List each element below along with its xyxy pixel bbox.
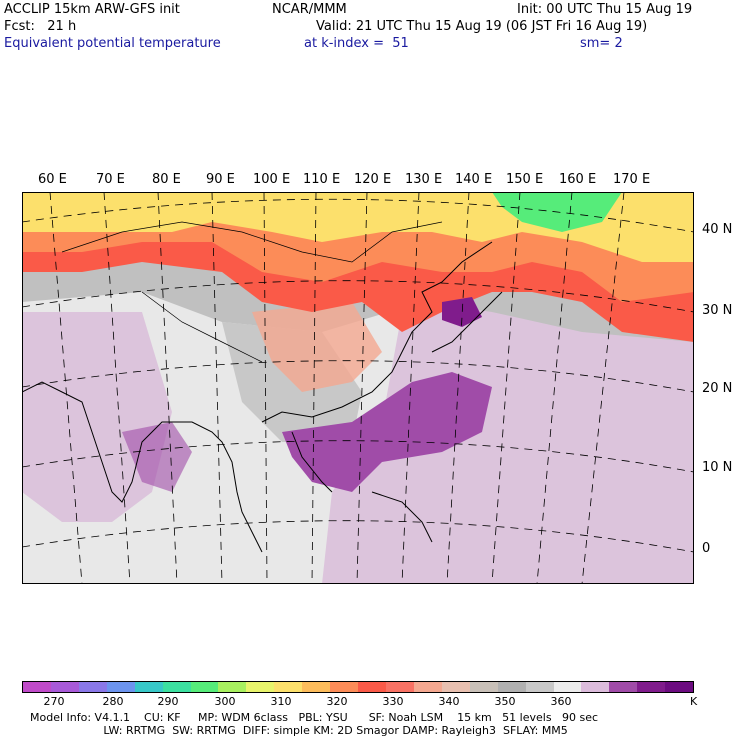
colorbar-tick-270: 270 <box>43 695 65 708</box>
theta-e-map <box>22 192 694 584</box>
forecast-hour: Fcst: 21 h <box>4 19 77 34</box>
init-time: Init: 00 UTC Thu 15 Aug 19 <box>517 2 693 17</box>
colorbar-swatch-14 <box>413 682 442 692</box>
field-red-band <box>22 212 694 342</box>
institution: NCAR/MMM <box>272 2 347 17</box>
colorbar-swatch-4 <box>134 682 163 692</box>
colorbar-tick-340: 340 <box>438 695 460 708</box>
lon-label-120e: 120 E <box>354 172 392 187</box>
colorbar-swatch-1 <box>50 682 79 692</box>
model-info-line2: LW: RRTMG SW: RRTMG DIFF: simple KM: 2D … <box>30 724 568 737</box>
lat-label-0: 0 <box>702 541 711 556</box>
field-salmon-china <box>252 302 382 392</box>
colorbar-swatch-18 <box>525 682 554 692</box>
lon-label-60e: 60 E <box>38 172 67 187</box>
colorbar-swatch-15 <box>441 682 470 692</box>
colorbar <box>22 681 694 693</box>
colorbar-swatch-16 <box>469 682 498 692</box>
colorbar-swatch-22 <box>637 682 666 692</box>
colorbar-swatch-8 <box>246 682 275 692</box>
colorbar-swatch-20 <box>581 682 610 692</box>
lon-label-130e: 130 E <box>405 172 443 187</box>
country-borders <box>61 221 443 363</box>
lat-label-40n: 40 N <box>702 222 733 237</box>
level-index: at k-index = 51 <box>304 36 409 51</box>
map-frame <box>22 192 694 584</box>
colorbar-swatch-3 <box>106 682 135 692</box>
field-purple-convection <box>282 372 492 492</box>
smoothing: sm= 2 <box>580 36 623 51</box>
model-title: ACCLIP 15km ARW-GFS init <box>4 2 180 17</box>
colorbar-tick-350: 350 <box>494 695 516 708</box>
colorbar-tick-360: 360 <box>550 695 572 708</box>
colorbar-unit: K <box>690 695 698 708</box>
field-name: Equivalent potential temperature <box>4 36 221 51</box>
colorbar-swatch-23 <box>665 682 694 692</box>
colorbar-swatch-10 <box>302 682 331 692</box>
lon-label-80e: 80 E <box>152 172 181 187</box>
colorbar-swatch-12 <box>358 682 386 692</box>
field-light-purple-india <box>22 312 172 522</box>
lon-label-90e: 90 E <box>206 172 235 187</box>
colorbar-tick-300: 300 <box>214 695 236 708</box>
colorbar-swatch-17 <box>497 682 526 692</box>
colorbar-swatch-21 <box>609 682 638 692</box>
colorbar-tick-290: 290 <box>157 695 179 708</box>
field-purple-east-china-sea <box>442 297 482 327</box>
colorbar-tick-280: 280 <box>102 695 124 708</box>
lat-label-20n: 20 N <box>702 381 733 396</box>
colorbar-swatch-7 <box>218 682 247 692</box>
colorbar-swatch-11 <box>330 682 359 692</box>
colorbar-tick-310: 310 <box>270 695 292 708</box>
lon-label-110e: 110 E <box>303 172 341 187</box>
lat-label-30n: 30 N <box>702 303 733 318</box>
lon-label-160e: 160 E <box>559 172 597 187</box>
colorbar-swatch-13 <box>385 682 414 692</box>
lon-label-140e: 140 E <box>455 172 493 187</box>
colorbar-tick-320: 320 <box>326 695 348 708</box>
model-info-line1: Model Info: V4.1.1 CU: KF MP: WDM 6class… <box>30 711 599 724</box>
lat-label-10n: 10 N <box>702 460 733 475</box>
field-purple-bay-of-bengal <box>122 422 192 492</box>
lon-label-170e: 170 E <box>613 172 651 187</box>
lon-label-70e: 70 E <box>96 172 125 187</box>
lon-label-150e: 150 E <box>506 172 544 187</box>
colorbar-swatch-6 <box>190 682 219 692</box>
colorbar-tick-330: 330 <box>382 695 404 708</box>
colorbar-swatch-9 <box>274 682 303 692</box>
colorbar-swatch-2 <box>78 682 107 692</box>
coastlines <box>22 241 503 553</box>
valid-time: Valid: 21 UTC Thu 15 Aug 19 (06 JST Fri … <box>316 19 648 34</box>
colorbar-swatch-5 <box>162 682 191 692</box>
graticule <box>22 192 694 584</box>
field-light-purple-pacific <box>322 292 694 584</box>
lon-label-100e: 100 E <box>253 172 291 187</box>
colorbar-swatch-19 <box>553 682 582 692</box>
colorbar-swatch-0 <box>23 682 51 692</box>
